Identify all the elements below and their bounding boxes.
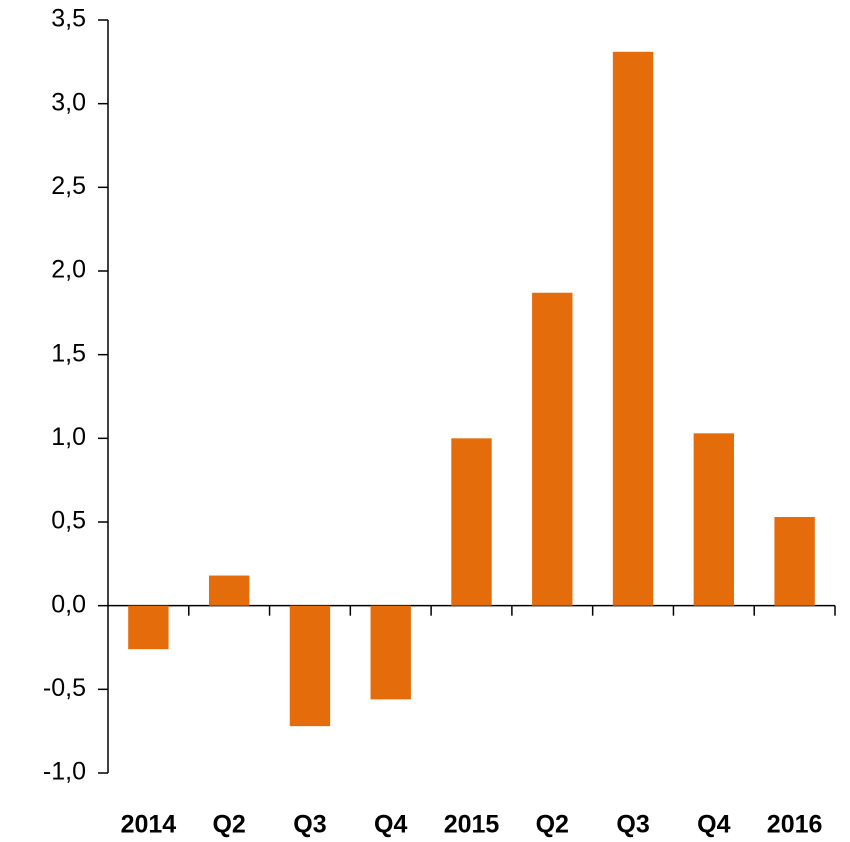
x-tick-label: 2014: [121, 811, 177, 839]
y-tick-label: -1,0: [43, 758, 86, 786]
bar: [693, 433, 735, 606]
y-tick-label: 3,0: [51, 88, 86, 116]
y-tick-label: -0,5: [43, 674, 86, 702]
x-tick-label: Q3: [293, 811, 326, 839]
y-tick-label: 1,0: [51, 423, 86, 451]
y-tick-label: 2,5: [51, 172, 86, 200]
bar: [128, 605, 169, 650]
bar: [451, 438, 492, 606]
x-tick-label: Q3: [616, 811, 649, 839]
bar: [532, 292, 573, 606]
x-tick-label: Q4: [374, 811, 407, 839]
x-tick-label: Q4: [697, 811, 730, 839]
bar: [774, 516, 815, 606]
y-tick-label: 0,0: [51, 590, 86, 618]
bar: [370, 605, 411, 700]
y-tick-label: 1,5: [51, 339, 86, 367]
x-tick-label: 2015: [444, 811, 500, 839]
x-tick-label: Q2: [536, 811, 569, 839]
y-tick-label: 0,5: [51, 507, 86, 535]
bar: [208, 575, 250, 606]
y-tick-label: 2,0: [51, 256, 86, 284]
y-tick-label: 3,5: [51, 5, 86, 33]
x-tick-label: Q2: [212, 811, 245, 839]
x-tick-label: 2016: [767, 811, 823, 839]
bar: [289, 605, 331, 727]
bar: [612, 51, 654, 606]
